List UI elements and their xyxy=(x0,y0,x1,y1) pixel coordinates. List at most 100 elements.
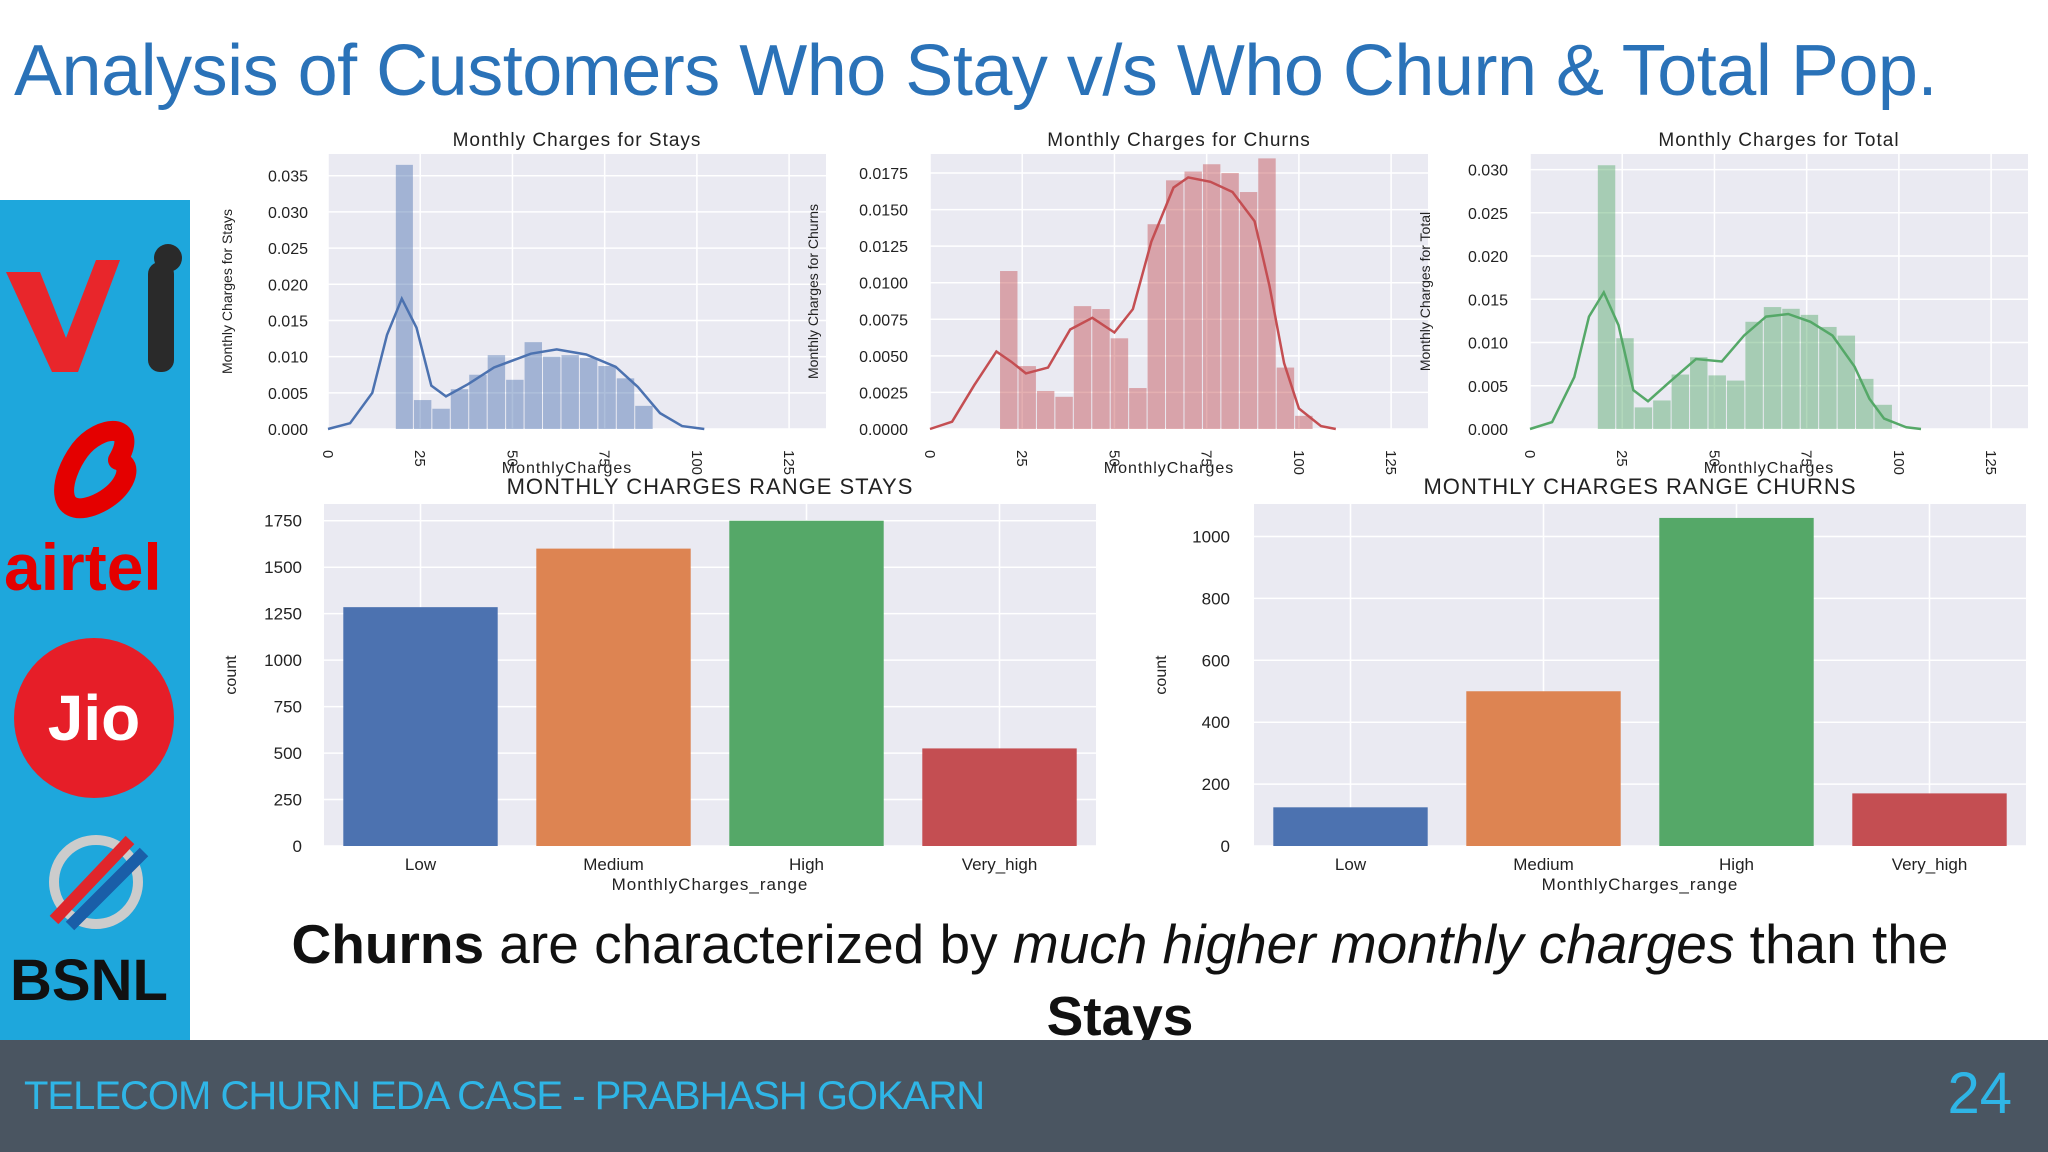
svg-text:airtel: airtel xyxy=(4,530,162,604)
hist-chart-2: 0.0000 0.0025 0.0050 0.0075 0.0100 0.0125 0.01… xyxy=(805,130,1428,477)
x-tick-label: 75 xyxy=(1798,450,1815,467)
x-tick-label: 0 xyxy=(921,450,938,458)
bar-very-high xyxy=(922,748,1077,846)
histogram-bar xyxy=(598,366,616,429)
y-tick-label: 0 xyxy=(1221,837,1230,856)
telecom-logo-strip: airtel Jio BSNL xyxy=(0,200,190,1042)
histogram-bar xyxy=(524,342,543,429)
y-tick-label: 0.0025 xyxy=(859,385,908,402)
x-tick-label: Very_high xyxy=(962,855,1038,874)
histogram-bar xyxy=(1110,338,1129,429)
y-tick-label: 800 xyxy=(1202,589,1230,608)
vi-logo xyxy=(6,244,182,372)
y-tick-label: 1750 xyxy=(264,512,302,531)
x-tick-label: 75 xyxy=(596,450,613,467)
svg-text:BSNL: BSNL xyxy=(10,948,168,1013)
histogram-bar xyxy=(616,378,635,429)
slide-caption: Churns are characterized by much higher … xyxy=(220,908,2020,1052)
bar-chart-1: 0 250 500 750 1000 1250 1500 1750 Low Medium High V… xyxy=(223,474,1096,894)
histogram-bar xyxy=(1782,308,1800,429)
y-tick-label: 250 xyxy=(274,791,302,810)
histogram-bar xyxy=(1000,271,1018,429)
x-tick-label: High xyxy=(1719,855,1754,874)
y-tick-label: 600 xyxy=(1202,651,1230,670)
bar-high xyxy=(1659,517,1814,846)
page-number: 24 xyxy=(1947,1061,2012,1126)
y-tick-label: 0.000 xyxy=(1468,422,1508,439)
y-tick-label: 0.0050 xyxy=(859,349,908,366)
caption-emphasis: much higher monthly charges xyxy=(1012,913,1735,975)
y-tick-label: 0.000 xyxy=(268,422,308,439)
histogram-bar xyxy=(1129,388,1147,429)
x-tick-label: High xyxy=(789,855,824,874)
histogram-bar xyxy=(1221,173,1239,429)
x-tick-label: 25 xyxy=(1613,450,1630,467)
plot-background xyxy=(328,154,826,429)
x-tick-label: 50 xyxy=(1705,450,1722,467)
x-tick-label: Low xyxy=(405,855,437,874)
y-tick-label: 750 xyxy=(274,698,302,717)
bar-high xyxy=(729,520,884,846)
bar-chart-title: MONTHLY CHARGES RANGE CHURNS xyxy=(1423,474,1856,499)
x-tick-label: Very_high xyxy=(1892,855,1968,874)
footer-text: TELECOM CHURN EDA CASE - PRABHASH GOKARN xyxy=(24,1074,985,1118)
histogram-bar xyxy=(1763,307,1782,429)
histogram-bar xyxy=(1800,314,1819,429)
y-tick-label: 0.005 xyxy=(1468,379,1508,396)
x-axis-label: MonthlyCharges_range xyxy=(1542,875,1739,894)
y-tick-label: 0.025 xyxy=(1468,206,1508,223)
histogram-bar xyxy=(395,164,413,429)
caption-churns: Churns xyxy=(291,913,485,975)
x-tick-label: 50 xyxy=(1105,450,1122,467)
y-axis-label: count xyxy=(223,655,240,695)
y-tick-label: 500 xyxy=(274,744,302,763)
x-tick-label: Low xyxy=(1335,855,1367,874)
y-tick-label: 0.020 xyxy=(1468,249,1508,266)
y-tick-label: 0.010 xyxy=(268,350,308,367)
y-tick-label: 400 xyxy=(1202,713,1230,732)
histogram-bar xyxy=(1184,171,1202,429)
x-tick-label: 100 xyxy=(688,450,705,475)
y-tick-label: 0.010 xyxy=(1468,336,1508,353)
histogram-bar xyxy=(450,389,469,429)
x-tick-label: Medium xyxy=(1513,855,1573,874)
histogram-bar xyxy=(1726,380,1745,429)
y-axis-label: Monthly Charges for Churns xyxy=(805,204,821,379)
airtel-logo: airtel xyxy=(4,420,162,604)
histogram-bar xyxy=(487,355,506,429)
y-tick-label: 0.030 xyxy=(268,205,308,222)
histogram-bar xyxy=(1276,367,1295,429)
y-tick-label: 0.0150 xyxy=(859,203,908,220)
histogram-bar xyxy=(1092,309,1110,429)
histogram-bar xyxy=(1166,180,1184,429)
y-axis-label: count xyxy=(1153,655,1170,695)
plot-background xyxy=(1530,154,2028,429)
hist-chart-1: 0.000 0.005 0.010 0.015 0.020 0.025 0.030 0.035… xyxy=(219,130,826,477)
caption-stays: Stays xyxy=(1046,985,1194,1047)
histogram-bar xyxy=(1239,192,1258,429)
histogram-bar xyxy=(413,400,432,429)
y-tick-label: 0.025 xyxy=(268,241,308,258)
x-axis-label: MonthlyCharges xyxy=(1704,460,1835,477)
histogram-bar xyxy=(1018,366,1036,429)
hist-title: Monthly Charges for Total xyxy=(1658,130,1899,151)
hist-title: Monthly Charges for Churns xyxy=(1047,130,1311,151)
histogram-bar xyxy=(1837,335,1856,429)
x-tick-label: 50 xyxy=(503,450,520,467)
y-axis-label: Monthly Charges for Total xyxy=(1417,212,1433,371)
bar-chart-2: 0 200 400 600 800 1000 Low Medium High Very_high M… xyxy=(1153,474,2026,894)
x-tick-label: 100 xyxy=(1890,450,1907,475)
histogram-bar xyxy=(1690,357,1708,429)
x-axis-label: MonthlyCharges_range xyxy=(612,875,809,894)
histogram-bar xyxy=(561,355,579,429)
bar-chart-title: MONTHLY CHARGES RANGE STAYS xyxy=(507,474,914,499)
bar-low xyxy=(343,607,498,846)
bar-medium xyxy=(1466,691,1621,846)
histogram-bar xyxy=(1671,374,1690,429)
histogram-bar xyxy=(1202,164,1221,429)
bar-low xyxy=(1273,807,1428,846)
y-tick-label: 0.015 xyxy=(268,313,308,330)
x-tick-label: 0 xyxy=(319,450,336,458)
y-tick-label: 0.015 xyxy=(1468,292,1508,309)
